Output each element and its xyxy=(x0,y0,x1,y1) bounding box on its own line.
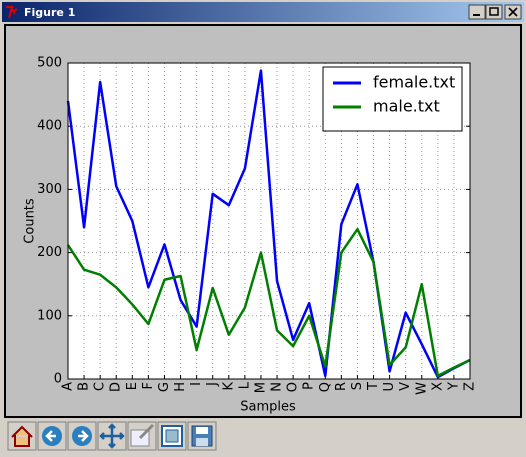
x-axis-label: Samples xyxy=(240,400,296,415)
x-tick-label: L xyxy=(237,381,252,389)
x-tick-label: N xyxy=(270,382,285,392)
series-line xyxy=(66,69,471,379)
y-tick-label: 100 xyxy=(37,308,62,323)
x-tick-label: C xyxy=(93,382,108,391)
x-tick-label: M xyxy=(253,382,268,393)
axes-frame xyxy=(67,62,471,380)
subplots-button[interactable] xyxy=(157,421,187,451)
x-tick-label: P xyxy=(302,382,317,390)
x-tick-label: Y xyxy=(446,382,461,391)
x-tick-label: Q xyxy=(318,382,333,392)
back-button[interactable] xyxy=(37,421,67,451)
save-button[interactable] xyxy=(187,421,217,451)
x-tick-label: W xyxy=(414,382,429,395)
x-tick-label: I xyxy=(189,382,204,386)
x-tick-label: R xyxy=(334,382,349,391)
x-tick-label: T xyxy=(366,382,381,391)
x-tick-label: Z xyxy=(463,382,478,391)
x-tick-label: J xyxy=(205,382,220,387)
tk-icon xyxy=(6,6,18,19)
pan-button[interactable] xyxy=(97,421,127,451)
toolbar xyxy=(7,421,217,451)
x-tick-label: F xyxy=(141,382,156,389)
x-tick-label: A xyxy=(61,382,76,391)
legend-label: male.txt xyxy=(373,97,440,116)
y-axis-label: Counts xyxy=(23,198,38,244)
x-tick-label: G xyxy=(157,382,172,392)
window-buttons[interactable] xyxy=(468,4,522,20)
y-tick-label: 300 xyxy=(37,182,62,197)
x-tick-label: K xyxy=(221,382,236,391)
zoom-button[interactable] xyxy=(127,421,157,451)
x-tick-label: H xyxy=(173,382,188,392)
window-title: Figure 1 xyxy=(24,6,75,19)
title-bar xyxy=(2,2,524,22)
x-tick-label: X xyxy=(430,382,445,391)
x-tick-label: S xyxy=(350,382,365,390)
legend-label: female.txt xyxy=(373,73,455,92)
x-tick-label: B xyxy=(77,382,92,391)
x-tick-label: D xyxy=(109,382,124,392)
x-tick-label: U xyxy=(382,382,397,392)
y-tick-label: 500 xyxy=(37,56,62,71)
x-tick-label: V xyxy=(398,382,413,391)
home-button[interactable] xyxy=(7,421,37,451)
y-tick-label: 400 xyxy=(37,119,62,134)
series-line xyxy=(66,227,471,378)
legend-box xyxy=(322,66,463,132)
y-tick-label: 200 xyxy=(37,245,62,260)
x-tick-label: O xyxy=(286,382,301,392)
x-tick-label: E xyxy=(125,382,140,390)
forward-button[interactable] xyxy=(67,421,97,451)
y-tick-label: 0 xyxy=(54,372,62,387)
